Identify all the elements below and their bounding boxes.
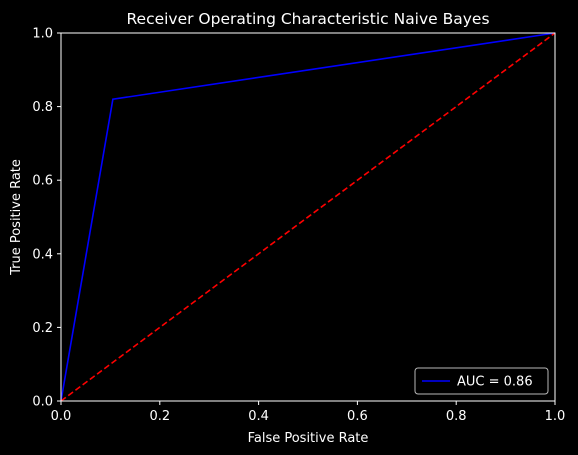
plot-frame bbox=[60, 32, 556, 402]
x-axis-label: False Positive Rate bbox=[248, 431, 369, 446]
y-tick-label: 1.0 bbox=[32, 27, 53, 42]
x-tick-label: 0.6 bbox=[347, 409, 368, 424]
y-tick-label: 0.0 bbox=[32, 395, 53, 410]
y-axis-label: True Positive Rate bbox=[9, 159, 24, 276]
y-tick-label: 0.8 bbox=[32, 100, 53, 115]
chance-diagonal-line bbox=[60, 32, 556, 402]
y-tick-label: 0.4 bbox=[32, 247, 53, 262]
y-tick-label: 0.2 bbox=[32, 321, 53, 336]
x-tick-label: 1.0 bbox=[545, 409, 566, 424]
chart-title: Receiver Operating Characteristic Naive … bbox=[126, 10, 489, 28]
x-tick-label: 0.0 bbox=[51, 409, 72, 424]
x-tick-label: 0.2 bbox=[149, 409, 170, 424]
legend: AUC = 0.86 bbox=[414, 367, 549, 395]
legend-entry-label: AUC = 0.86 bbox=[457, 375, 533, 390]
plot-area: 0.0 0.2 0.4 0.6 0.8 1.0 0.0 0.2 0.4 0.6 0.8 1.0 bbox=[32, 27, 565, 425]
y-tick-label: 0.6 bbox=[32, 174, 53, 189]
x-tick-label: 0.4 bbox=[248, 409, 269, 424]
roc-curve-line bbox=[60, 32, 556, 402]
x-tick-label: 0.8 bbox=[446, 409, 467, 424]
legend-box bbox=[414, 367, 549, 395]
